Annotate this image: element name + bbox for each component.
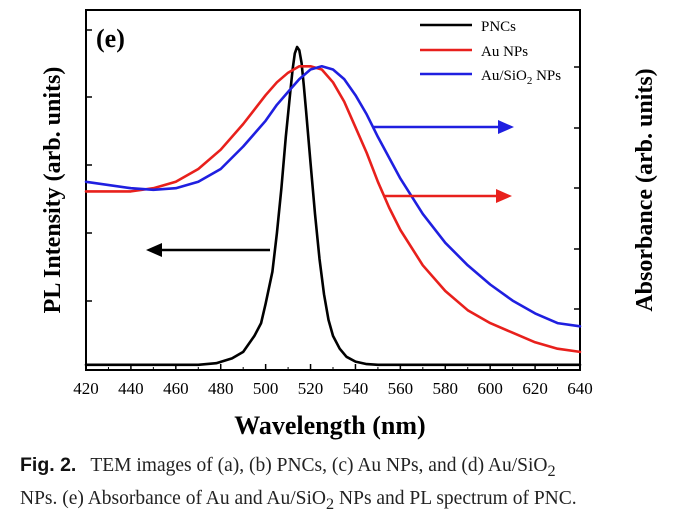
x-tick-label: 420: [73, 379, 99, 398]
x-tick-label: 520: [298, 379, 324, 398]
figure-number: Fig. 2.: [20, 454, 77, 476]
x-tick-label: 500: [253, 379, 279, 398]
caption-sub2: 2: [326, 494, 335, 513]
arrow-blue-head: [498, 120, 514, 134]
legend-label-au: Au NPs: [481, 44, 528, 60]
arrow-red-head: [496, 189, 512, 203]
legend-label-pncs: PNCs: [481, 19, 516, 35]
panel-label: (e): [96, 24, 125, 53]
x-tick-label: 620: [522, 379, 548, 398]
series-line-2: [84, 65, 582, 328]
x-tick-label: 460: [163, 379, 189, 398]
x-axis-label: Wavelength (nm): [234, 411, 425, 440]
x-tick-label: 560: [388, 379, 414, 398]
arrows: [146, 120, 514, 257]
figure-caption: Fig. 2. TEM images of (a), (b) PNCs, (c) …: [20, 452, 665, 518]
legend-label-ausio2: Au/SiO2 NPs: [481, 68, 561, 87]
x-tick-label: 540: [343, 379, 369, 398]
series-line-0: [84, 45, 582, 367]
legend: PNCs Au NPs Au/SiO2 NPs: [420, 19, 561, 87]
x-tick-label: 440: [118, 379, 144, 398]
y-axis-left-label: PL Intensity (arb. units): [40, 67, 66, 314]
x-tick-label: 640: [567, 379, 593, 398]
caption-line2: NPs. (e) Absorbance of Au and Au/SiO: [20, 487, 327, 509]
x-tick-label: 600: [477, 379, 503, 398]
caption-line1: TEM images of (a), (b) PNCs, (c) Au NPs,…: [90, 455, 548, 476]
x-tick-label: 580: [433, 379, 459, 398]
arrow-black-head: [146, 243, 162, 257]
x-tick-label: 480: [208, 379, 234, 398]
caption-line2-tail: NPs and PL spectrum of PNC.: [334, 487, 577, 509]
y-axis-right-label: Absorbance (arb. units): [632, 68, 658, 311]
caption-sub1: 2: [547, 461, 556, 480]
chart: 420 440 460 480 500 520 540 560 580 600 620 640 (e)…: [40, 9, 658, 440]
series-line-1: [84, 65, 582, 354]
